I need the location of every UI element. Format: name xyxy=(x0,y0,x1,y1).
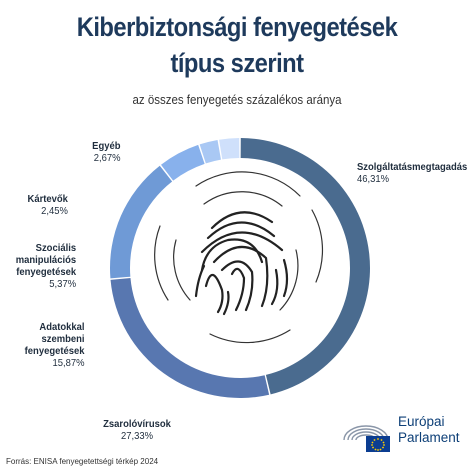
donut-slice-2 xyxy=(110,165,173,279)
donut-slice-0 xyxy=(240,138,370,395)
donut-slice-1 xyxy=(110,278,270,398)
title-line-2: típus szerint xyxy=(170,48,304,78)
label-zsarolovirusok: Zsarolóvírusok 27,33% xyxy=(103,418,171,442)
label-adatokkal-szembeni-fenyegetesek: Adatokkal szembeni fenyegetések 15,87% xyxy=(25,321,85,369)
label-szolgaltatasmegtagadas: Szolgáltatásmegtagadás 46,31% xyxy=(357,161,468,185)
european-parliament-wordmark: Európai Parlament xyxy=(398,414,460,446)
title-line-1: Kiberbiztonsági fenyegetések xyxy=(76,12,398,42)
label-szocialis-manipulacios-fenyegetesek: Szociális manipulációs fenyegetések 5,37… xyxy=(15,242,77,290)
donut-slice-3 xyxy=(161,144,205,181)
source-note: Forrás: ENISA fenyegetettségi térkép 202… xyxy=(6,457,159,466)
logo-line-1: Európai xyxy=(398,414,445,429)
donut-slice-4 xyxy=(199,139,221,164)
european-parliament-logo-icon xyxy=(343,425,390,452)
logo-line-2: Parlament xyxy=(398,430,460,445)
label-kartevok: Kártevők 2,45% xyxy=(27,193,68,217)
donut-slice-5 xyxy=(219,138,240,160)
fingerprint-icon xyxy=(154,171,324,344)
subtitle: az összes fenyegetés százalékos aránya xyxy=(132,93,342,107)
label-egyeb: Egyéb 2,67% xyxy=(92,140,121,164)
